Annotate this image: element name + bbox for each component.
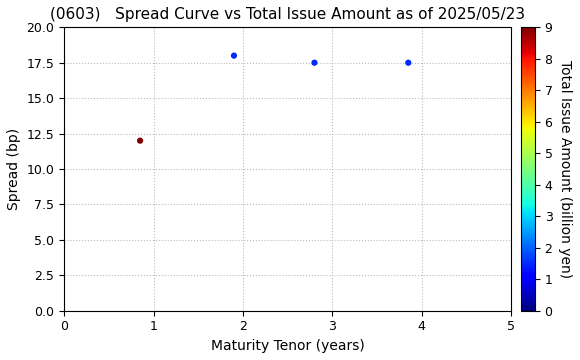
Point <box>229 53 238 59</box>
Y-axis label: Spread (bp): Spread (bp) <box>7 128 21 210</box>
Point <box>136 138 145 144</box>
X-axis label: Maturity Tenor (years): Maturity Tenor (years) <box>211 339 364 353</box>
Title: (0603)   Spread Curve vs Total Issue Amount as of 2025/05/23: (0603) Spread Curve vs Total Issue Amoun… <box>50 7 525 22</box>
Point <box>404 60 413 66</box>
Point <box>310 60 319 66</box>
Y-axis label: Total Issue Amount (billion yen): Total Issue Amount (billion yen) <box>558 60 572 278</box>
